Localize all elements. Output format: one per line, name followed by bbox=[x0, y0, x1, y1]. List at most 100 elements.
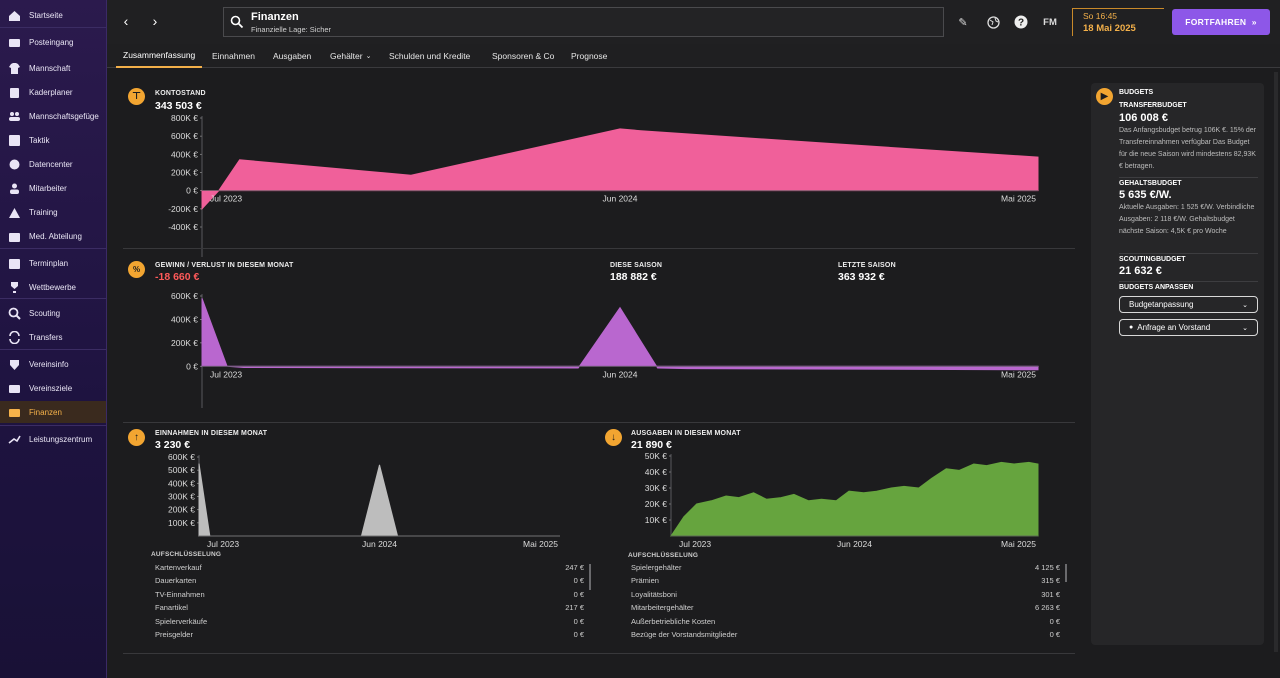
page-title-box[interactable]: Finanzen Finanzielle Lage: Sicher bbox=[223, 7, 944, 37]
sidebar-item-label: Scouting bbox=[29, 308, 61, 318]
breakdown-value: 6 263 € bbox=[1034, 603, 1060, 613]
scouting-budget-title: SCOUTINGBUDGET bbox=[1119, 256, 1186, 263]
expense-title: AUSGABEN IN DIESEM MONAT bbox=[631, 430, 741, 437]
breakdown-value: 217 € bbox=[565, 603, 584, 613]
breakdown-label: Fanartikel bbox=[155, 603, 188, 613]
chart-area-2 bbox=[198, 463, 560, 537]
divider bbox=[1119, 253, 1258, 254]
sidebar-item-transfers[interactable]: Transfers bbox=[0, 326, 106, 348]
sidebar-item-label: Mannschaftsgefüge bbox=[29, 111, 99, 121]
academy-icon bbox=[7, 432, 21, 446]
breakdown-value: 0 € bbox=[1049, 630, 1060, 639]
sidebar-item-training[interactable]: Training bbox=[0, 201, 106, 223]
back-button[interactable]: ‹ bbox=[123, 13, 129, 29]
shield-icon bbox=[7, 357, 21, 371]
sidebar-item-finanzen[interactable]: Finanzen bbox=[0, 401, 106, 423]
tab-zusammenfassung[interactable]: Zusammenfassung bbox=[116, 44, 203, 68]
sidebar-item-vereinsinfo[interactable]: Vereinsinfo bbox=[0, 353, 106, 375]
chart-area-1 bbox=[201, 298, 1039, 371]
y-tick-label: 400K € bbox=[171, 314, 198, 324]
breakdown-row: Prämien 315 € bbox=[631, 576, 1060, 589]
sidebar-item-label: Posteingang bbox=[29, 37, 74, 47]
x-tick-label: Jun 2024 bbox=[603, 194, 638, 204]
income-scrollbar[interactable] bbox=[589, 564, 591, 590]
chart-area-3 bbox=[670, 461, 1039, 537]
transfers-icon bbox=[7, 330, 21, 344]
breakdown-row: Bezüge der Vorstandsmitglieder 0 € bbox=[631, 630, 1060, 643]
sidebar-item-mannschaft[interactable]: Mannschaft bbox=[0, 57, 106, 79]
edit-icon[interactable]: ✎ bbox=[958, 16, 968, 29]
sidebar-item-label: Datencenter bbox=[29, 159, 73, 169]
continue-button[interactable]: FORTFAHREN » bbox=[1172, 9, 1270, 35]
sidebar-item-label: Taktik bbox=[29, 135, 50, 145]
income-breakdown-title: AUFSCHLÜSSELUNG bbox=[151, 551, 222, 558]
tab-sponsoren-co[interactable]: Sponsoren & Co bbox=[485, 44, 561, 68]
tab-ausgaben[interactable]: Ausgaben bbox=[266, 44, 318, 68]
divider bbox=[1119, 281, 1258, 282]
sidebar-item-posteingang[interactable]: Posteingang bbox=[0, 31, 106, 53]
expense-value: 21 890 € bbox=[631, 439, 672, 451]
expense-scrollbar[interactable] bbox=[1065, 564, 1067, 582]
sidebar-item-leistungszentrum[interactable]: Leistungszentrum bbox=[0, 428, 106, 450]
last-season-value: 363 932 € bbox=[838, 271, 885, 283]
sidebar-item-vereinsziele[interactable]: Vereinsziele bbox=[0, 377, 106, 399]
y-tick-label: 200K € bbox=[171, 338, 198, 348]
breakdown-label: Prämien bbox=[631, 576, 659, 586]
board-request-dropdown[interactable]: ● Anfrage an Vorstand ⌄ bbox=[1119, 319, 1258, 336]
sidebar-item-scouting[interactable]: Scouting bbox=[0, 302, 106, 324]
bank-icon: ⊤ bbox=[128, 88, 145, 105]
sidebar-item-taktik[interactable]: Taktik bbox=[0, 129, 106, 151]
breakdown-value: 247 € bbox=[565, 563, 584, 572]
tab-gehälter[interactable]: Gehälter ⌄ bbox=[323, 44, 378, 68]
goals-icon bbox=[7, 381, 21, 395]
budgets-panel: ▶ BUDGETS TRANSFERBUDGET 106 008 € Das A… bbox=[1091, 83, 1264, 645]
breakdown-row: Kartenverkauf 247 € bbox=[155, 563, 584, 576]
sidebar-item-med-abteilung[interactable]: Med. Abteilung bbox=[0, 225, 106, 247]
chat-icon: ● bbox=[1129, 324, 1134, 331]
sidebar-item-mannschaftsgefüge[interactable]: Mannschaftsgefüge bbox=[0, 105, 106, 127]
x-tick-label: Mai 2025 bbox=[523, 539, 558, 549]
breakdown-label: Loyalitätsboni bbox=[631, 589, 677, 599]
tab-schulden-und-kredite[interactable]: Schulden und Kredite bbox=[382, 44, 477, 68]
wage-budget-title: GEHALTSBUDGET bbox=[1119, 180, 1182, 187]
budget-adjust-dropdown[interactable]: Budgetanpassung ⌄ bbox=[1119, 296, 1258, 313]
shirt-icon bbox=[7, 61, 21, 75]
world-icon[interactable] bbox=[985, 14, 1001, 30]
breakdown-row: Preisgelder 0 € bbox=[155, 630, 584, 643]
tab-prognose[interactable]: Prognose bbox=[564, 44, 614, 68]
staff-icon bbox=[7, 181, 21, 195]
breakdown-label: TV-Einnahmen bbox=[155, 589, 205, 599]
sidebar-item-wettbewerbe[interactable]: Wettbewerbe bbox=[0, 276, 106, 298]
breakdown-row: Dauerkarten 0 € bbox=[155, 576, 584, 589]
sidebar-item-label: Leistungszentrum bbox=[29, 434, 93, 444]
last-season-title: LETZTE SAISON bbox=[838, 262, 896, 269]
breakdown-value: 0 € bbox=[1049, 616, 1060, 626]
x-tick-label: Jun 2024 bbox=[603, 369, 638, 379]
date-label: 18 Mai 2025 bbox=[1083, 23, 1136, 34]
sidebar-item-mitarbeiter[interactable]: Mitarbeiter bbox=[0, 177, 106, 199]
sidebar-item-terminplan[interactable]: Terminplan bbox=[0, 252, 106, 274]
calendar-icon bbox=[7, 256, 21, 270]
sidebar-item-kaderplaner[interactable]: Kaderplaner bbox=[0, 81, 106, 103]
page-scrollbar[interactable] bbox=[1274, 72, 1278, 652]
tab-einnahmen[interactable]: Einnahmen bbox=[205, 44, 262, 68]
sidebar-item-datencenter[interactable]: Datencenter bbox=[0, 153, 106, 175]
y-tick-label: 400K € bbox=[168, 478, 195, 488]
clipboard-icon bbox=[7, 85, 21, 99]
fm-menu-button[interactable]: FM bbox=[1043, 16, 1057, 28]
forward-button[interactable]: › bbox=[152, 13, 158, 29]
y-tick-label: 600K € bbox=[171, 291, 198, 301]
sidebar-divider bbox=[0, 425, 106, 426]
x-tick-label: Jun 2024 bbox=[362, 539, 397, 549]
breakdown-row: Fanartikel 217 € bbox=[155, 603, 584, 616]
divider bbox=[123, 422, 1075, 423]
y-tick-label: -200K € bbox=[168, 204, 198, 214]
wage-budget-value: 5 635 €/W. bbox=[1119, 189, 1172, 201]
sidebar-item-startseite[interactable]: Startseite bbox=[0, 4, 106, 26]
sidebar: Startseite Posteingang Mannschaft Kaderplan… bbox=[0, 0, 107, 678]
chart-area-0 bbox=[201, 128, 1039, 211]
help-icon[interactable]: ? bbox=[1013, 14, 1029, 30]
breakdown-label: Dauerkarten bbox=[155, 576, 197, 586]
breakdown-value: 0 € bbox=[573, 630, 584, 639]
y-tick-label: 300K € bbox=[168, 492, 195, 502]
